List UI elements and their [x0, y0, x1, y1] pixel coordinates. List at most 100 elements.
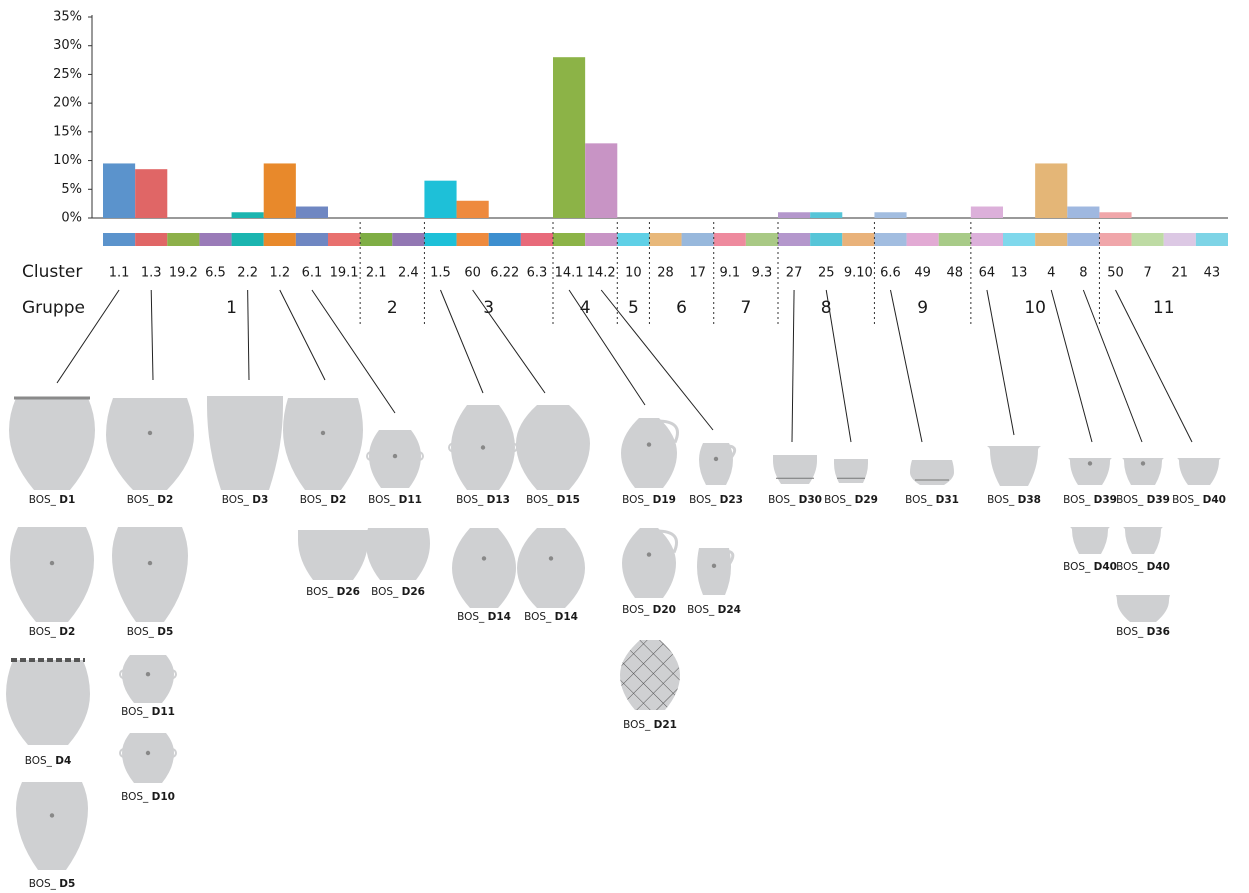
specimen-label: BOS_ D3 [222, 494, 269, 506]
specimen-label: BOS_ D31 [905, 494, 959, 506]
specimen-label: BOS_ D13 [456, 494, 510, 506]
specimen-label: BOS_ D4 [25, 755, 72, 767]
color-key [810, 233, 843, 246]
specimen-label: BOS_ D40 [1116, 561, 1170, 573]
specimen-prefix: BOS_ [127, 626, 158, 638]
vessel [298, 530, 368, 580]
bar [424, 180, 457, 218]
color-key [970, 233, 1003, 246]
color-key [745, 233, 778, 246]
cluster-label: 9.3 [752, 266, 773, 281]
color-key [231, 233, 264, 246]
specimen-prefix: BOS_ [687, 604, 718, 616]
color-key [263, 233, 296, 246]
specimen-prefix: BOS_ [524, 611, 555, 623]
vessel [773, 455, 817, 484]
cluster-label: 6.6 [880, 266, 901, 281]
connector [825, 289, 852, 443]
cluster-label: 6.3 [527, 266, 548, 281]
specimen-prefix: BOS_ [25, 755, 56, 767]
connector [890, 289, 923, 443]
specimen-label: BOS_ D24 [687, 604, 741, 616]
color-key [199, 233, 232, 246]
specimen-code: D4 [55, 755, 71, 767]
specimen-prefix: BOS_ [306, 586, 337, 598]
group-label: 11 [1153, 298, 1175, 318]
specimen-label: BOS_ D14 [524, 611, 578, 623]
cluster-label: 64 [979, 266, 996, 281]
color-key [585, 233, 618, 246]
specimen-label: BOS_ D30 [768, 494, 822, 506]
bar [970, 206, 1003, 218]
vessel [207, 396, 283, 490]
specimen-label: BOS_ D26 [306, 586, 360, 598]
color-key [392, 233, 425, 246]
specimen-code: D39 [1094, 494, 1117, 506]
cluster-label: 19.2 [169, 266, 198, 281]
color-key [360, 233, 393, 246]
color-key [328, 233, 361, 246]
specimen-code: D2 [157, 494, 173, 506]
cluster-label: 2.1 [366, 266, 387, 281]
specimen-code: D15 [557, 494, 580, 506]
group-label: 3 [483, 298, 494, 318]
group-label: 1 [226, 298, 237, 318]
vessel-dot [548, 556, 554, 561]
specimen-code: D30 [799, 494, 822, 506]
bar [585, 143, 618, 218]
vessel [452, 528, 516, 608]
specimen-label: BOS_ D40 [1063, 561, 1117, 573]
specimen-prefix: BOS_ [29, 878, 60, 890]
specimen-code: D29 [855, 494, 878, 506]
specimen-code: D5 [157, 626, 173, 638]
specimen-label: BOS_ D36 [1116, 626, 1170, 638]
vessel-dot [480, 445, 486, 450]
color-key [1099, 233, 1132, 246]
connector [1115, 289, 1193, 443]
bar [135, 169, 168, 218]
bar [295, 206, 328, 218]
bar [1099, 212, 1132, 218]
color-key [1003, 233, 1036, 246]
cluster-label: 43 [1204, 266, 1221, 281]
specimen-label: BOS_ D40 [1172, 494, 1226, 506]
color-key [295, 233, 328, 246]
vessel-dot [49, 560, 55, 566]
vessel [283, 398, 363, 490]
specimen-prefix: BOS_ [1063, 494, 1094, 506]
cluster-label: 14.1 [555, 266, 584, 281]
specimen-code: D1 [59, 494, 75, 506]
specimen-prefix: BOS_ [1116, 561, 1147, 573]
group-label: 9 [917, 298, 928, 318]
cluster-row-label: Cluster [22, 262, 82, 282]
specimen-prefix: BOS_ [1172, 494, 1203, 506]
specimen-label: BOS_ D21 [623, 719, 677, 731]
vessel-dot [320, 430, 326, 436]
specimen-label: BOS_ D23 [689, 494, 743, 506]
specimen-label: BOS_ D29 [824, 494, 878, 506]
color-key [906, 233, 939, 246]
vessel-dot [1140, 461, 1146, 466]
vessel [1068, 458, 1112, 485]
vessel [9, 398, 95, 490]
cluster-label: 19.1 [330, 266, 359, 281]
color-key [617, 233, 650, 246]
color-key [103, 233, 136, 246]
color-key [456, 233, 489, 246]
y-tick-label: 20% [53, 96, 82, 111]
y-tick-label: 25% [53, 67, 82, 82]
vessel [620, 640, 680, 710]
vessel [122, 655, 174, 703]
specimen-label: BOS_ D26 [371, 586, 425, 598]
specimen-prefix: BOS_ [768, 494, 799, 506]
cluster-label: 4 [1047, 266, 1055, 281]
connector [791, 289, 795, 443]
specimen-label: BOS_ D11 [368, 494, 422, 506]
specimen-prefix: BOS_ [622, 494, 653, 506]
cluster-label: 1.2 [269, 266, 290, 281]
vessel-dot [147, 430, 153, 436]
group-label: 10 [1024, 298, 1046, 318]
specimen-code: D10 [152, 791, 175, 803]
specimen-code: D5 [59, 878, 75, 890]
cluster-label: 10 [625, 266, 642, 281]
